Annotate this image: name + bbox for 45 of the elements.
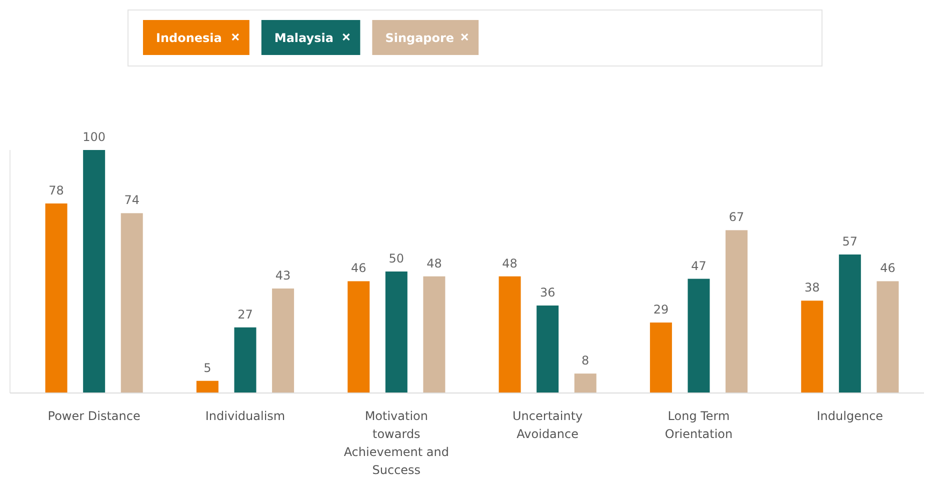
bar	[45, 203, 68, 393]
bar	[120, 213, 143, 393]
bar	[838, 254, 861, 393]
bar	[498, 276, 521, 393]
data-label: 48	[502, 256, 518, 270]
data-label: 74	[124, 193, 140, 208]
bar	[423, 276, 446, 393]
bar	[574, 374, 596, 393]
data-label: 57	[842, 234, 858, 248]
data-label: 100	[82, 130, 106, 144]
text: Malaysia	[274, 31, 334, 45]
data-label: 46	[350, 261, 366, 276]
data-label: 36	[540, 286, 556, 300]
bar	[688, 278, 710, 393]
data-label: 38	[804, 280, 820, 295]
bar	[876, 281, 899, 393]
x-tick-label: Uncertainty Avoidance	[512, 409, 583, 441]
bar	[726, 230, 748, 393]
bar	[196, 380, 218, 393]
data-label: 50	[388, 252, 404, 266]
text: Indonesia	[156, 31, 222, 45]
text: Singapore	[385, 31, 454, 45]
bar	[385, 272, 408, 393]
bar	[83, 150, 106, 393]
bar	[650, 322, 672, 393]
bar	[272, 288, 294, 393]
bar	[536, 306, 559, 393]
data-label: 47	[691, 258, 706, 273]
data-label: 48	[426, 256, 442, 270]
data-label: 29	[653, 302, 669, 317]
x-tick-label: Motivation towards Achievement and Success	[344, 409, 450, 477]
x-tick-label: Long Term Orientation	[664, 409, 733, 441]
data-label: 8	[582, 354, 590, 368]
data-label: 67	[728, 210, 744, 224]
data-label: 27	[238, 307, 253, 322]
bar	[801, 300, 824, 393]
bar	[234, 327, 256, 393]
x-tick-label: Indulgence	[816, 409, 884, 423]
bar	[348, 281, 370, 393]
x-tick-label: Individualism	[205, 409, 286, 423]
data-label: 5	[204, 360, 212, 375]
data-label: 78	[48, 183, 64, 198]
x-tick-label: Power Distance	[48, 409, 140, 423]
data-label: 46	[880, 261, 896, 276]
data-label: 43	[275, 268, 291, 283]
